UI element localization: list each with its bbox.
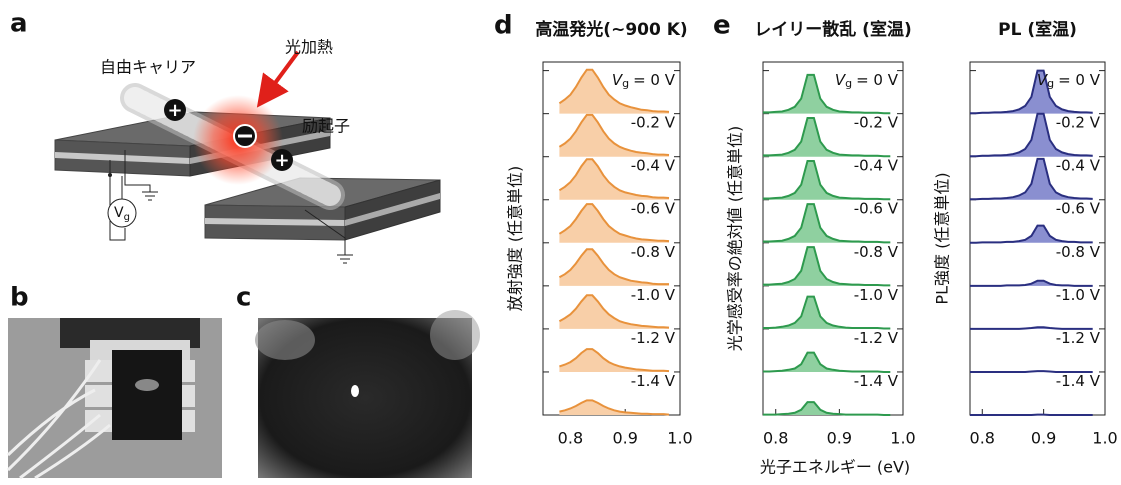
figure: a b c d e + + 自由キャリア 光加熱 励起子 Vg xyxy=(0,0,1121,481)
photo-device xyxy=(8,318,222,478)
series-label: Vg= 0 V xyxy=(612,71,676,91)
series-label: -1.0 V xyxy=(1056,286,1101,304)
x-tick-label: 1.0 xyxy=(1092,429,1117,448)
series-label: -0.6 V xyxy=(1056,200,1101,218)
series-label-text: = 0 V xyxy=(1058,71,1101,89)
series-label-sub: g xyxy=(622,77,629,90)
series-label: -1.4 V xyxy=(1056,372,1101,390)
series-label: -1.2 V xyxy=(854,329,899,347)
chart-title: PL (室温) xyxy=(998,19,1077,40)
spectrum-area xyxy=(559,349,669,372)
x-tick-label: 0.9 xyxy=(612,429,637,448)
series-label: -0.4 V xyxy=(1056,157,1101,175)
y-axis-label: 放射強度 (任意単位) xyxy=(506,166,525,312)
x-tick-label: 0.8 xyxy=(558,429,583,448)
series-label: -0.8 V xyxy=(631,243,676,261)
device-diagram: + + xyxy=(55,52,440,263)
series-label-text: = 0 V xyxy=(856,71,899,89)
label: 自由キャリア xyxy=(100,58,196,77)
panel-label: c xyxy=(236,283,251,313)
y-axis-label: 光学感受率の絶対値 (任意単位) xyxy=(726,126,745,352)
x-axis-label: 光子エネルギー (eV) xyxy=(760,458,910,477)
panel-label: e xyxy=(713,11,731,41)
svg-text:+: + xyxy=(167,100,182,121)
series-label: -1.0 V xyxy=(631,286,676,304)
spectrum-area xyxy=(559,400,669,415)
spectrum-line xyxy=(763,353,890,372)
series-label: Vg= 0 V xyxy=(1037,71,1101,91)
label: 励起子 xyxy=(302,117,350,136)
x-tick-label: 0.9 xyxy=(1031,429,1056,448)
series-label-sub: g xyxy=(845,77,852,90)
x-tick-label: 0.8 xyxy=(763,429,788,448)
series-label: -0.4 V xyxy=(854,157,899,175)
series-label: -0.2 V xyxy=(631,114,676,132)
series-label: -1.2 V xyxy=(631,329,676,347)
panel-label: d xyxy=(494,11,513,41)
spectrum-line xyxy=(763,402,890,415)
series-label: -0.6 V xyxy=(631,200,676,218)
chart-title: レイリー散乱 (室温) xyxy=(754,19,911,40)
series-label: -1.0 V xyxy=(854,286,899,304)
panel-label: b xyxy=(10,283,29,313)
x-tick-label: 0.9 xyxy=(827,429,852,448)
series-label: -0.8 V xyxy=(854,243,899,261)
x-tick-label: 1.0 xyxy=(890,429,915,448)
series-label: -0.2 V xyxy=(1056,114,1101,132)
x-tick-label: 1.0 xyxy=(667,429,692,448)
series-label: Vg= 0 V xyxy=(835,71,899,91)
series-label: -0.6 V xyxy=(854,200,899,218)
svg-text:+: + xyxy=(274,150,289,171)
series-label-text: = 0 V xyxy=(633,71,676,89)
series-label: -0.2 V xyxy=(854,114,899,132)
panel-label: a xyxy=(10,9,28,39)
x-tick-label: 0.8 xyxy=(970,429,995,448)
chart-title: 高温発光(~900 K) xyxy=(535,19,687,40)
label: 光加熱 xyxy=(285,38,333,57)
series-label: -1.4 V xyxy=(631,372,676,390)
y-axis-label: PL強度 (任意単位) xyxy=(933,172,952,304)
series-label: -1.2 V xyxy=(1056,329,1101,347)
gate-sub: g xyxy=(124,212,130,223)
series-label: -0.8 V xyxy=(1056,243,1101,261)
photo-emission xyxy=(255,310,480,478)
series-label: -1.4 V xyxy=(854,372,899,390)
series-label-sub: g xyxy=(1047,77,1054,90)
series-label: -0.4 V xyxy=(631,157,676,175)
gate-symbol: V xyxy=(114,205,124,221)
